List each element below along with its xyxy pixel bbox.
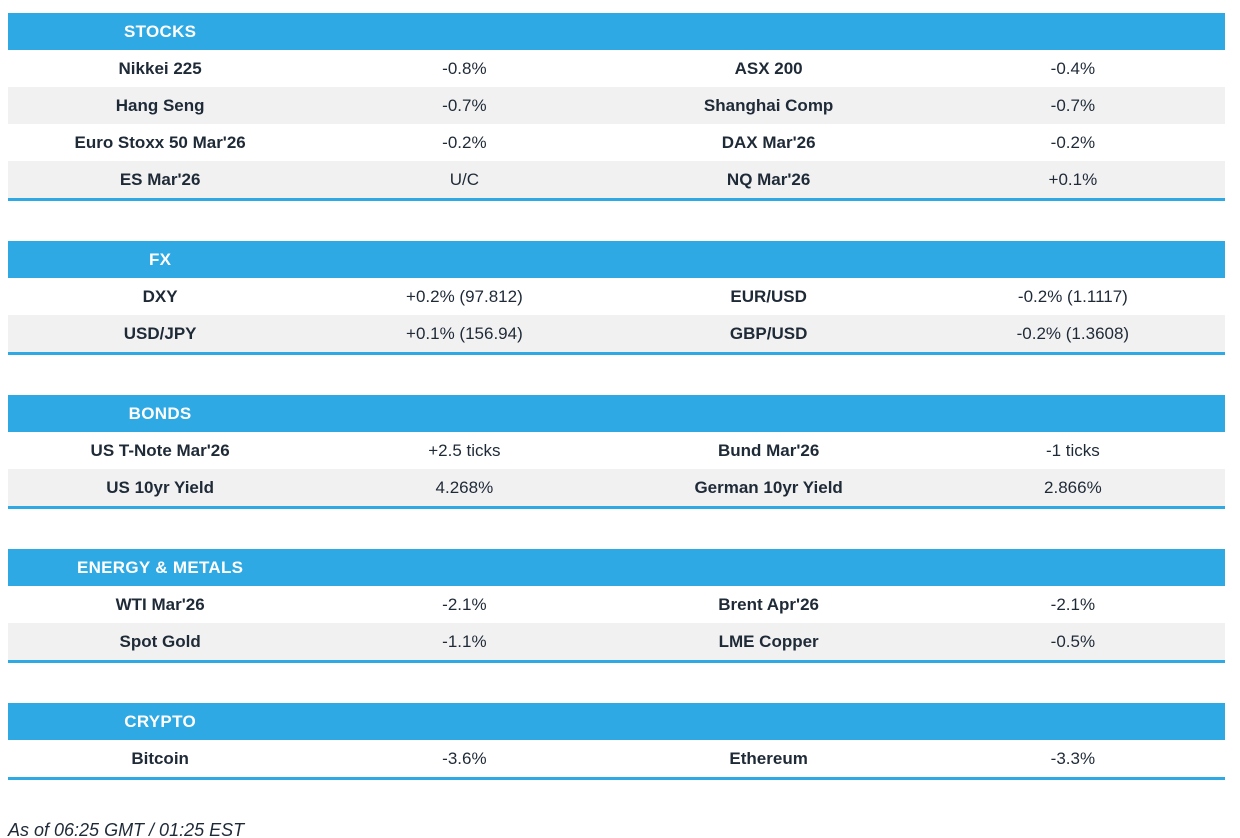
table-row: Nikkei 225 -0.8% ASX 200 -0.4%: [8, 50, 1225, 87]
section-header: STOCKS: [8, 13, 1225, 50]
instrument-label: US T-Note Mar'26: [90, 440, 230, 460]
section-title: FX: [148, 249, 172, 269]
section-rows: WTI Mar'26 -2.1% Brent Apr'26 -2.1% Spot…: [8, 586, 1225, 660]
instrument-value: -0.2% (1.1117): [1017, 286, 1128, 306]
instrument-label: DAX Mar'26: [721, 132, 816, 152]
instrument-value: -0.8%: [442, 58, 487, 78]
market-section: ENERGY & METALS WTI Mar'26 -2.1% Brent A…: [8, 549, 1225, 663]
instrument-label: EUR/USD: [730, 286, 807, 306]
table-row: US T-Note Mar'26 +2.5 ticks Bund Mar'26 …: [8, 432, 1225, 469]
instrument-value: -2.1%: [442, 594, 487, 614]
section-title: CRYPTO: [124, 711, 196, 731]
timestamp-footer: As of 06:25 GMT / 01:25 EST: [8, 820, 245, 838]
instrument-label: German 10yr Yield: [694, 477, 843, 497]
market-section: STOCKS Nikkei 225 -0.8% ASX 200 -0.4% Ha…: [8, 13, 1225, 201]
instrument-value: -0.2% (1.3608): [1016, 323, 1130, 343]
section-header: CRYPTO: [8, 703, 1225, 740]
table-row: Bitcoin -3.6% Ethereum -3.3%: [8, 740, 1225, 777]
instrument-label: Shanghai Comp: [703, 95, 834, 115]
table-row: Euro Stoxx 50 Mar'26 -0.2% DAX Mar'26 -0…: [8, 124, 1225, 161]
instrument-value: 2.866%: [1044, 477, 1102, 497]
instrument-label: WTI Mar'26: [115, 594, 205, 614]
instrument-label: US 10yr Yield: [106, 477, 214, 497]
section-title: BONDS: [128, 403, 192, 423]
instrument-label: ASX 200: [734, 58, 803, 78]
instrument-value: -0.4%: [1050, 58, 1096, 78]
instrument-value: +0.1% (156.94): [406, 323, 523, 343]
instrument-value: +0.2% (97.812): [406, 286, 523, 306]
instrument-label: NQ Mar'26: [726, 169, 811, 189]
table-row: US 10yr Yield 4.268% German 10yr Yield 2…: [8, 469, 1225, 506]
table-row: Hang Seng -0.7% Shanghai Comp -0.7%: [8, 87, 1225, 124]
instrument-value: -0.7%: [442, 95, 487, 115]
instrument-label: USD/JPY: [123, 323, 197, 343]
instrument-value: -0.7%: [1050, 95, 1096, 115]
section-rows: US T-Note Mar'26 +2.5 ticks Bund Mar'26 …: [8, 432, 1225, 506]
instrument-label: Spot Gold: [119, 631, 201, 651]
table-row: WTI Mar'26 -2.1% Brent Apr'26 -2.1%: [8, 586, 1225, 623]
section-header: ENERGY & METALS: [8, 549, 1225, 586]
market-section: CRYPTO Bitcoin -3.6% Ethereum -3.3%: [8, 703, 1225, 780]
instrument-value: -3.6%: [442, 748, 487, 768]
section-rows: DXY +0.2% (97.812) EUR/USD -0.2% (1.1117…: [8, 278, 1225, 352]
table-row: Spot Gold -1.1% LME Copper -0.5%: [8, 623, 1225, 660]
instrument-value: -0.5%: [1050, 631, 1096, 651]
instrument-label: LME Copper: [718, 631, 819, 651]
section-header: FX: [8, 241, 1225, 278]
instrument-label: Brent Apr'26: [718, 594, 819, 614]
instrument-label: Hang Seng: [115, 95, 205, 115]
instrument-value: -1 ticks: [1045, 440, 1100, 460]
instrument-value: -3.3%: [1050, 748, 1096, 768]
instrument-label: GBP/USD: [729, 323, 808, 343]
table-row: USD/JPY +0.1% (156.94) GBP/USD -0.2% (1.…: [8, 315, 1225, 352]
instrument-label: ES Mar'26: [119, 169, 201, 189]
market-section: BONDS US T-Note Mar'26 +2.5 ticks Bund M…: [8, 395, 1225, 509]
instrument-label: Bitcoin: [131, 748, 189, 768]
section-rows: Bitcoin -3.6% Ethereum -3.3%: [8, 740, 1225, 777]
instrument-value: -0.2%: [442, 132, 487, 152]
instrument-label: Nikkei 225: [118, 58, 202, 78]
instrument-value: +0.1%: [1048, 169, 1098, 189]
instrument-label: Euro Stoxx 50 Mar'26: [74, 132, 246, 152]
market-section: FX DXY +0.2% (97.812) EUR/USD -0.2% (1.1…: [8, 241, 1225, 355]
instrument-value: +2.5 ticks: [428, 440, 501, 460]
section-title: STOCKS: [123, 21, 197, 41]
table-row: DXY +0.2% (97.812) EUR/USD -0.2% (1.1117…: [8, 278, 1225, 315]
instrument-value: -1.1%: [442, 631, 487, 651]
section-rows: Nikkei 225 -0.8% ASX 200 -0.4% Hang Seng…: [8, 50, 1225, 198]
table-row: ES Mar'26 U/C NQ Mar'26 +0.1%: [8, 161, 1225, 198]
instrument-value: U/C: [449, 169, 480, 189]
instrument-value: -2.1%: [1050, 594, 1096, 614]
instrument-label: Bund Mar'26: [717, 440, 820, 460]
section-title: ENERGY & METALS: [76, 557, 244, 577]
market-sections: STOCKS Nikkei 225 -0.8% ASX 200 -0.4% Ha…: [8, 13, 1225, 780]
instrument-value: -0.2%: [1050, 132, 1096, 152]
section-header: BONDS: [8, 395, 1225, 432]
instrument-label: Ethereum: [729, 748, 808, 768]
instrument-value: 4.268%: [435, 477, 494, 497]
instrument-label: DXY: [142, 286, 178, 306]
